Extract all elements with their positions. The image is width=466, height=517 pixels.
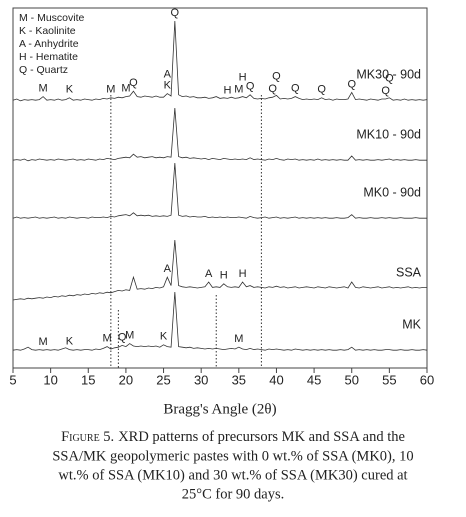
x-tick-label: 50 <box>344 372 358 387</box>
caption-line: Figure 5. XRD patterns of precursors MK a… <box>61 429 405 445</box>
x-tick-label: 20 <box>119 372 133 387</box>
x-tick-label: 5 <box>9 372 16 387</box>
plot-frame <box>12 7 428 369</box>
peak-label: M <box>121 83 130 95</box>
peak-label: H <box>239 268 247 280</box>
peak-label: M <box>39 83 48 95</box>
series-label: MK10 - 90d <box>356 127 421 141</box>
peak-label: Q <box>268 83 277 95</box>
peak-label: Q <box>118 331 127 343</box>
caption-label: Figure 5. <box>61 429 114 445</box>
x-tick-label: 55 <box>382 372 396 387</box>
peak-label: M <box>125 330 134 342</box>
x-tick-label: 25 <box>156 372 170 387</box>
x-tick-label: 40 <box>269 372 283 387</box>
peak-label: Q <box>381 85 390 97</box>
peak-label: Q <box>291 83 300 95</box>
series-label: MK0 - 90d <box>363 185 421 199</box>
peak-label: K <box>164 80 172 92</box>
legend-note: Q - Quartz <box>19 64 68 76</box>
caption-text: XRD patterns of precursors MK and SSA an… <box>118 429 405 445</box>
xrd-trace <box>12 291 428 351</box>
peak-label: K <box>66 84 74 96</box>
xrd-trace <box>12 162 427 219</box>
caption-line: wt.% of SSA (MK10) and 30 wt.% of SSA (M… <box>58 467 407 483</box>
caption-line: SSA/MK geopolymeric pastes with 0 wt.% o… <box>52 448 413 464</box>
peak-label: H <box>239 72 247 84</box>
series-label: MK <box>402 317 421 331</box>
peak-label: H <box>220 270 228 282</box>
peak-label: M <box>106 84 115 96</box>
x-axis-label: Bragg's Angle (2θ) <box>163 401 276 417</box>
peak-label: Q <box>129 77 138 89</box>
x-tick-label: 35 <box>232 372 246 387</box>
x-tick-label: 45 <box>307 372 321 387</box>
peak-label: A <box>205 268 213 280</box>
x-tick-label: 10 <box>43 372 57 387</box>
peak-label: M <box>39 336 48 348</box>
legend-note: H - Hematite <box>19 51 78 63</box>
peak-label: Q <box>317 84 326 96</box>
series-label: MK30 - 90d <box>356 67 421 81</box>
peak-label: K <box>160 331 168 343</box>
xrd-trace <box>12 107 427 162</box>
peak-label: Q <box>272 70 281 82</box>
xrd-trace <box>12 20 428 102</box>
x-tick-label: 15 <box>81 372 95 387</box>
peak-label: Q <box>171 7 180 19</box>
peak-label: Q <box>385 73 394 85</box>
x-tick-label: 30 <box>194 372 208 387</box>
series-label: SSA <box>396 265 422 279</box>
caption-line: 25°C for 90 days. <box>182 486 284 502</box>
peak-label: M <box>103 333 112 345</box>
legend-note: A - Anhydrite <box>19 38 79 50</box>
peak-label: A <box>164 69 172 81</box>
peak-label: A <box>164 263 172 275</box>
peak-label: H <box>224 84 232 96</box>
xrd-trace <box>12 239 427 301</box>
peak-label: M <box>234 333 243 345</box>
peak-label: Q <box>347 78 356 90</box>
legend-note: K - Kaolinite <box>19 25 76 37</box>
peak-label: M <box>234 84 243 96</box>
legend-note: M - Muscovite <box>19 12 85 24</box>
peak-label: Q <box>246 81 255 93</box>
peak-label: K <box>66 336 74 348</box>
x-tick-label: 60 <box>420 372 434 387</box>
